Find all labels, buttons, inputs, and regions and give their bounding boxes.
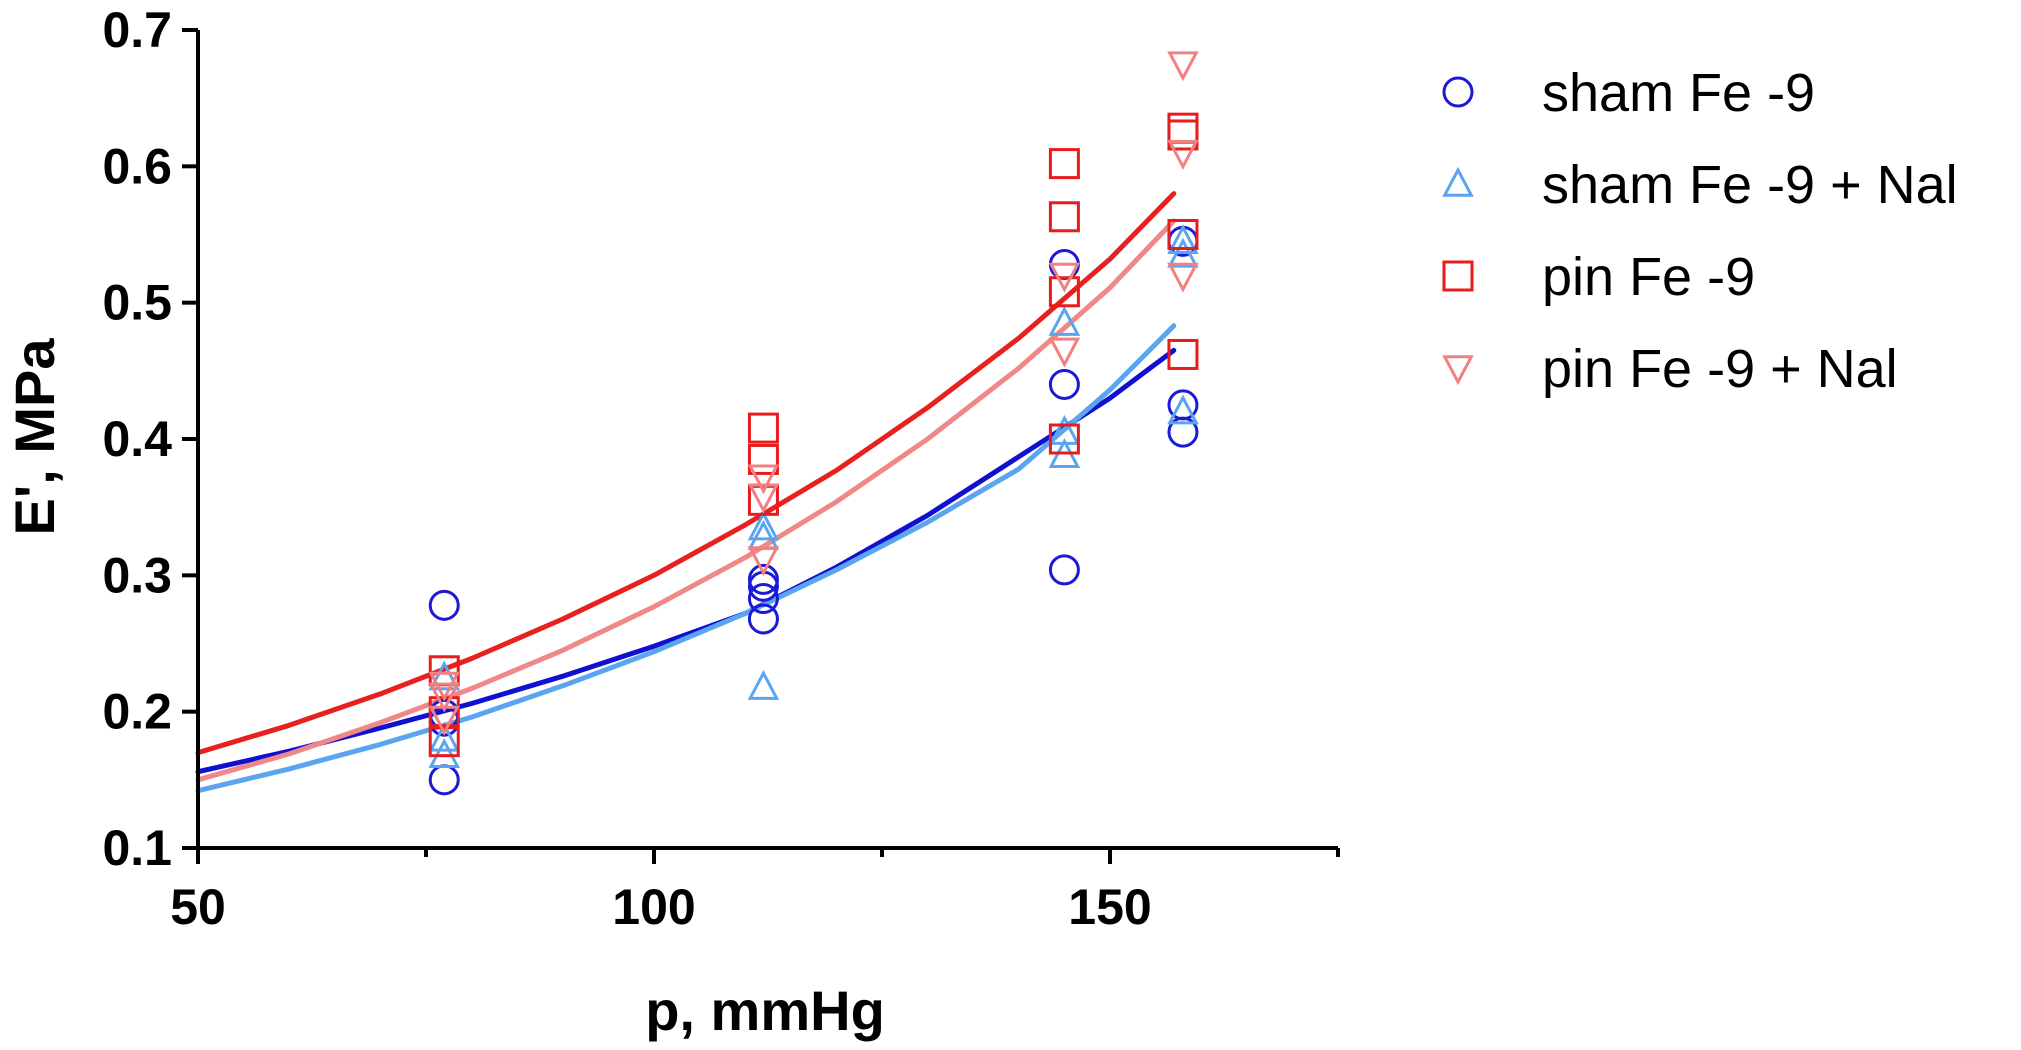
- data-point-series-4: [1048, 337, 1081, 368]
- legend-marker-3: [1442, 260, 1474, 292]
- axes: 0.1 0.2 0.3 0.4 0.5 0.6 0.7 50 100 150: [102, 2, 1340, 935]
- data-point-series-2: [1167, 224, 1199, 255]
- x-tick-label: 50: [170, 879, 226, 935]
- fit-curve-1: [195, 347, 1177, 775]
- data-point-series-3: [1048, 423, 1080, 455]
- data-point-series-1: [747, 570, 779, 602]
- data-point-series-4: [428, 682, 461, 713]
- data-point-series-4: [747, 464, 780, 495]
- data-point-series-1: [1048, 554, 1080, 586]
- legend: sham Fe -9 sham Fe -9 + Nal pin Fe -9 pin F…: [1442, 63, 1958, 399]
- x-axis-title: p, mmHg: [645, 979, 885, 1042]
- y-tick-label: 0.5: [102, 275, 172, 331]
- data-point-series-2: [1167, 394, 1199, 425]
- data-point-series-4: [1167, 262, 1199, 293]
- y-tick-label: 0.4: [102, 411, 172, 467]
- data-point-series-3: [747, 412, 779, 444]
- data-point-series-3: [1167, 219, 1199, 250]
- data-point-series-1: [428, 764, 460, 796]
- plot-area: [195, 51, 1199, 796]
- data-point-series-2: [428, 738, 461, 768]
- data-point-series-1: [747, 583, 779, 615]
- data-point-series-1: [428, 589, 460, 621]
- data-point-series-2: [1167, 237, 1199, 268]
- y-tick-label: 0.3: [102, 547, 172, 603]
- legend-label-2: sham Fe -9 + Nal: [1542, 155, 1958, 215]
- data-point-series-4: [1167, 140, 1199, 170]
- data-point-series-4: [1048, 262, 1081, 293]
- data-point-series-1: [747, 603, 779, 635]
- data-markers: [428, 51, 1199, 796]
- x-tick-label: 150: [1068, 879, 1151, 935]
- data-point-series-4: [1167, 51, 1199, 82]
- data-point-series-3: [428, 726, 460, 758]
- data-point-series-3: [1167, 112, 1199, 144]
- data-point-series-4: [747, 546, 780, 577]
- fit-lines: [195, 191, 1177, 794]
- legend-label-4: pin Fe -9 + Nal: [1542, 339, 1898, 399]
- data-point-series-3: [747, 443, 779, 475]
- data-point-series-1: [747, 563, 779, 595]
- y-tick-label: 0.2: [102, 684, 172, 740]
- y-axis-title: E', MPa: [3, 338, 66, 536]
- legend-marker-2: [1442, 166, 1474, 197]
- y-tick-label: 0.6: [102, 138, 172, 194]
- data-point-series-1: [1048, 368, 1080, 400]
- data-point-series-3: [1048, 201, 1080, 233]
- data-point-series-4: [428, 705, 461, 736]
- y-tick-label: 0.1: [102, 820, 172, 876]
- data-point-series-3: [1048, 148, 1080, 180]
- legend-label-1: sham Fe -9: [1542, 63, 1815, 123]
- legend-marker-4: [1442, 355, 1474, 386]
- fit-curve-4: [195, 218, 1177, 783]
- data-point-series-2: [428, 660, 461, 691]
- data-point-series-2: [747, 510, 780, 541]
- data-point-series-1: [1167, 416, 1199, 448]
- data-point-series-3: [1167, 119, 1199, 151]
- legend-marker-1: [1442, 76, 1474, 108]
- data-point-series-2: [1048, 305, 1081, 336]
- legend-label-3: pin Fe -9: [1542, 247, 1755, 307]
- fit-curve-2: [195, 323, 1177, 794]
- data-point-series-4: [747, 483, 780, 514]
- data-point-series-3: [1048, 276, 1080, 308]
- data-point-series-3: [1167, 338, 1199, 370]
- y-tick-label: 0.7: [102, 2, 172, 58]
- data-point-series-4: [428, 671, 461, 702]
- data-point-series-2: [747, 669, 780, 700]
- data-point-series-2: [428, 721, 461, 752]
- fit-curve-3: [195, 191, 1177, 756]
- x-tick-label: 100: [612, 879, 695, 935]
